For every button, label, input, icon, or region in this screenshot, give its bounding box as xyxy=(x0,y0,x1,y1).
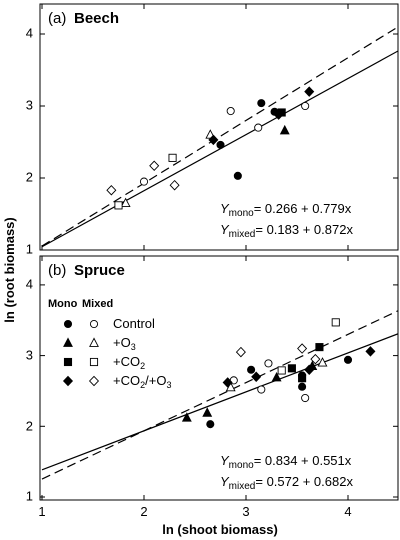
panel-a-point-circle-mixed xyxy=(226,106,235,116)
panel-a-point-circle-mono xyxy=(233,171,242,180)
legend-markers xyxy=(62,319,100,387)
panel-b-point-triangle-mono xyxy=(181,412,192,422)
panel-a-frame xyxy=(39,3,399,251)
panel-a-point-diamond-mixed xyxy=(149,160,160,172)
legend-marker-mixed-diamond xyxy=(88,375,100,387)
panel-b-point-circle-mono xyxy=(343,355,353,364)
legend-marker-mixed-circle xyxy=(89,319,99,329)
panel-b-point-circle-mono xyxy=(247,365,256,374)
legend-label-control: Control xyxy=(113,316,155,331)
panel-b-letter: (b) xyxy=(48,262,66,279)
panel-b-point-square-mono xyxy=(315,343,324,352)
panel-b-point-triangle-mono xyxy=(202,407,213,417)
legend-label-co2: +CO2 xyxy=(113,354,145,371)
panel-b-lines xyxy=(41,310,398,480)
legend-header-mixed: Mixed xyxy=(82,298,113,310)
legend-header-mono: Mono xyxy=(48,298,78,310)
panel-b-point-circle-mono xyxy=(206,420,215,429)
panel-b-equation-mixed: Ymixed= 0.572 + 0.682x xyxy=(220,474,353,492)
panel-b-point-diamond-mono xyxy=(222,377,233,388)
panel-a-title: Beech xyxy=(74,10,119,27)
panel-b-point-circle-mixed xyxy=(264,359,273,368)
panel-b-point-diamond-mixed xyxy=(310,353,321,365)
panel-b-ytick-label-3: 3 xyxy=(26,347,33,362)
panel-a-point-diamond-mono xyxy=(208,134,219,146)
panel-b-point-diamond-mono xyxy=(304,364,315,375)
panel-b-point-square-mixed xyxy=(331,318,340,327)
panel-a-point-diamond-mono xyxy=(273,109,284,120)
panel-a-equation-mixed: Ymixed= 0.183 + 0.872x xyxy=(220,222,353,240)
panel-a-point-circle-mixed xyxy=(254,123,263,132)
panel-b-points xyxy=(181,318,376,429)
xtick-label-4: 4 xyxy=(344,504,351,519)
panel-a-ytick-label-3: 3 xyxy=(26,97,33,112)
panel-a-point-circle-mixed xyxy=(301,101,310,111)
panel-a-point-diamond-mixed xyxy=(106,184,117,196)
panel-b-mono-regression-line xyxy=(41,333,398,471)
panel-a-letter: (a) xyxy=(48,10,66,27)
panel-b-point-triangle-mixed xyxy=(317,357,328,367)
panel-a-ytick-label-2: 2 xyxy=(26,169,33,184)
xtick-label-3: 3 xyxy=(242,504,249,519)
panel-a-point-square-mixed xyxy=(114,201,123,210)
panel-a-point-circle-mono xyxy=(257,99,266,108)
legend-label-o3: +O3 xyxy=(113,335,136,352)
panel-b-frame xyxy=(39,255,399,501)
panel-a-ytick-label-4: 4 xyxy=(26,25,33,40)
panel-b-point-circle-mixed xyxy=(257,385,266,394)
panel-a-point-square-mixed xyxy=(168,153,177,162)
panel-a-point-circle-mono xyxy=(216,140,225,149)
x-axis-title: ln (shoot biomass) xyxy=(162,522,278,537)
panel-b-ytick-label-4: 4 xyxy=(26,276,33,291)
axis-ticks xyxy=(40,4,398,500)
panel-b-point-diamond-mono xyxy=(365,346,376,357)
legend-marker-mixed-square xyxy=(89,357,99,367)
panel-a-point-circle-mixed xyxy=(139,177,149,186)
panel-b-equation-mono: Ymono= 0.834 + 0.551x xyxy=(220,453,352,471)
panel-b-point-triangle-mono xyxy=(271,371,282,382)
xtick-label-2: 2 xyxy=(140,504,147,519)
panel-b-title: Spruce xyxy=(74,262,125,279)
legend: Mono Mixed Control +O3 +CO2 +CO2/+O3 xyxy=(48,298,171,390)
panel-b-point-circle-mono xyxy=(298,382,307,391)
panel-a-ytick-label-1: 1 xyxy=(26,241,33,256)
panel-b-point-square-mono xyxy=(298,374,307,383)
xtick-label-1: 1 xyxy=(38,504,45,519)
panel-a-points xyxy=(106,86,315,210)
panel-a-point-triangle-mono xyxy=(279,124,290,135)
panel-b-point-diamond-mono xyxy=(251,371,262,383)
panel-b-mixed-regression-line xyxy=(41,310,398,480)
panel-b-point-square-mixed xyxy=(277,366,286,375)
legend-marker-mono-triangle xyxy=(63,337,73,347)
panel-b-ytick-label-2: 2 xyxy=(26,418,33,433)
panel-b-point-diamond-mixed xyxy=(297,343,308,354)
panel-b-point-triangle-mixed xyxy=(225,381,236,392)
panel-b-ytick-label-1: 1 xyxy=(26,488,33,503)
panel-a-equation-mono: Ymono= 0.266 + 0.779x xyxy=(220,201,352,219)
panel-a-point-diamond-mixed xyxy=(169,179,180,191)
legend-marker-mono-diamond xyxy=(62,375,74,387)
panel-b-point-square-mono xyxy=(287,364,296,373)
y-axis-title: ln (root biomass) xyxy=(2,217,17,322)
legend-label-co2-o3: +CO2/+O3 xyxy=(113,373,171,390)
panel-b-point-circle-mixed xyxy=(301,393,310,403)
legend-marker-mixed-triangle xyxy=(89,337,99,347)
panel-a-point-diamond-mono xyxy=(304,86,315,97)
legend-marker-mono-circle xyxy=(63,319,73,329)
panel-a-point-triangle-mixed xyxy=(120,197,131,208)
legend-marker-mono-square xyxy=(63,357,73,367)
panel-b-point-diamond-mixed xyxy=(235,346,246,358)
